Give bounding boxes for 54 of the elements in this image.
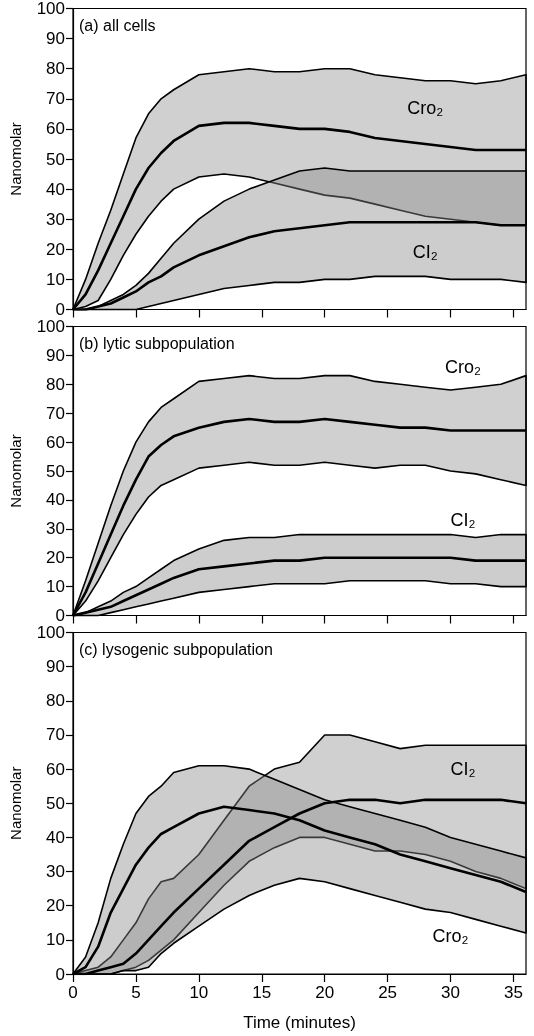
y-tick-label: 10 [46,269,65,289]
text: (c) lysogenic subpopulation [79,640,273,658]
y-tick-label: 20 [46,548,65,568]
y-tick-label: 40 [46,179,65,199]
y-tick-label: 70 [46,725,65,745]
x-tick-label: 5 [131,983,141,1002]
y-tick-label: 80 [46,59,65,79]
series-label: CI₂ [412,242,438,263]
y-tick-label: 50 [46,461,65,481]
y-tick-label: 20 [46,896,65,916]
y-tick-label: 0 [55,964,65,984]
y-tick-label: 30 [46,519,65,539]
text: (b) lytic subpopulation [79,334,235,352]
y-tick-label: 100 [36,0,65,18]
y-axis-title: Nanomolar [7,434,24,508]
y-tick-label: 50 [46,793,65,813]
y-tick-label: 60 [46,759,65,779]
x-tick-label: 30 [441,983,460,1002]
y-tick-label: 70 [46,403,65,423]
text: (a) all cells [79,16,156,34]
y-tick-label: 10 [46,577,65,597]
y-tick-label: 80 [46,374,65,394]
y-tick-label: 100 [36,317,65,336]
x-tick-label: 35 [503,983,523,1002]
y-tick-label: 90 [46,657,65,677]
x-tick-label: 0 [68,983,78,1002]
y-tick-label: 30 [46,862,65,882]
y-tick-label: 60 [46,432,65,452]
y-tick-label: 80 [46,691,65,711]
y-tick-label: 90 [46,345,65,365]
series-label: Cro₂ [407,97,444,118]
y-tick-label: 90 [46,29,65,49]
text: Cro₂ [445,356,482,377]
y-tick-label: 10 [46,930,65,950]
x-tick-label: 15 [252,983,272,1002]
y-tick-label: 50 [46,149,65,169]
text: Cro₂ [432,926,469,947]
y-tick-label: 70 [46,89,65,109]
x-axis-title: Time (minutes) [243,1013,356,1032]
x-tick-label: 20 [315,983,335,1002]
series-label: CI₂ [450,510,476,531]
y-tick-label: 40 [46,490,65,510]
series-label: CI₂ [450,759,476,780]
x-tick-label: 10 [189,983,209,1002]
y-tick-label: 0 [55,606,65,625]
y-tick-label: 20 [46,239,65,259]
y-tick-label: 100 [36,623,65,642]
y-tick-label: 40 [46,827,65,847]
y-axis-title: Nanomolar [7,766,24,840]
y-tick-label: 30 [46,209,65,229]
y-axis-title: Nanomolar [7,122,24,196]
y-tick-label: 60 [46,119,65,139]
x-tick-label: 25 [378,983,398,1002]
y-tick-label: 0 [55,300,65,319]
